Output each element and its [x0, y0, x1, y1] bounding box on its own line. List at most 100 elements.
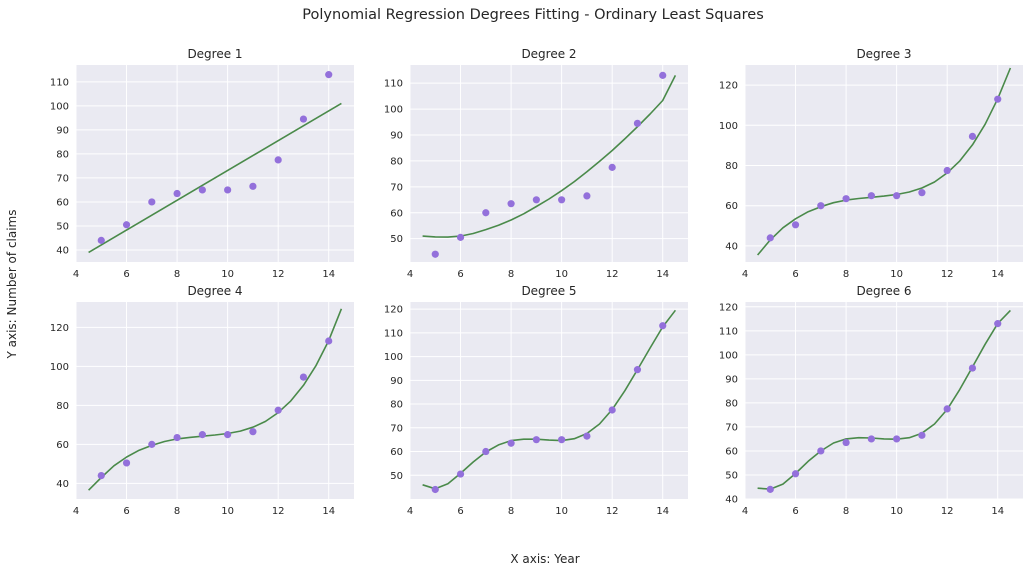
x-tick-label: 10 — [221, 506, 234, 517]
data-point — [867, 435, 875, 443]
y-tick-label: 50 — [390, 471, 403, 482]
data-point — [249, 182, 257, 190]
subplot-2: Degree 2 4 6 8 10 12 14 50 60 70 80 90 100 110 — [384, 47, 688, 280]
y-tick-label: 100 — [50, 101, 69, 112]
y-tick-label: 100 — [50, 362, 69, 373]
data-point — [791, 221, 800, 229]
x-tick-label: 8 — [508, 506, 514, 517]
x-tick-label: 6 — [792, 269, 798, 280]
fit-line — [757, 309, 1011, 490]
y-tick-label: 110 — [384, 328, 403, 339]
x-tick-label: 4 — [407, 506, 413, 517]
data-point — [968, 364, 977, 372]
subplot-5: Degree 5 4 6 8 10 12 14 50 60 70 80 90 100 110 120 — [384, 284, 688, 517]
y-tick-label: 80 — [725, 398, 738, 409]
data-point — [608, 406, 616, 414]
fit-line — [88, 308, 343, 491]
x-tick-label: 4 — [73, 269, 79, 280]
data-point — [608, 163, 616, 171]
subplot-6: Degree 6 4 6 8 10 12 14 40 50 60 70 80 90 100 110 120 — [719, 284, 1023, 517]
y-tick-label: 110 — [384, 79, 403, 90]
data-point — [893, 435, 901, 443]
x-tick-label: 6 — [123, 506, 129, 517]
fit-line — [88, 102, 342, 254]
x-axis-label: X axis: Year — [510, 552, 579, 566]
data-point — [507, 439, 515, 447]
data-point — [943, 405, 951, 413]
data-point — [659, 71, 667, 79]
y-tick-label: 40 — [56, 245, 69, 256]
data-point — [173, 433, 181, 442]
subplot-title: Degree 5 — [521, 284, 576, 298]
y-tick-label: 120 — [384, 305, 403, 316]
data-point — [482, 209, 490, 217]
data-point — [224, 431, 232, 439]
x-tick-label: 6 — [457, 269, 463, 280]
fit-line — [756, 67, 1012, 256]
data-point — [456, 233, 465, 241]
data-point — [148, 198, 156, 206]
y-tick-label: 120 — [719, 81, 738, 92]
data-point — [173, 189, 181, 198]
y-tick-label: 60 — [725, 446, 738, 457]
subplot-title: Degree 2 — [521, 47, 576, 61]
data-point — [97, 236, 105, 244]
fit-line — [422, 309, 677, 490]
subplots-grid: Degree 14 6 8 10 12 14405060708090100110Degre… — [50, 47, 1023, 517]
data-point — [918, 431, 926, 439]
data-point — [817, 447, 825, 455]
x-tick-label: 14 — [322, 269, 335, 280]
y-tick-label: 80 — [56, 149, 69, 160]
data-point — [224, 186, 232, 194]
data-point — [532, 196, 540, 204]
data-point — [456, 470, 465, 478]
y-tick-label: 40 — [725, 495, 738, 506]
x-tick-label: 8 — [174, 269, 180, 280]
x-tick-label: 10 — [555, 269, 568, 280]
data-point — [558, 196, 566, 204]
y-tick-label: 80 — [390, 400, 403, 411]
data-point — [507, 200, 515, 208]
y-tick-label: 60 — [725, 201, 738, 212]
subplot-title: Degree 6 — [856, 284, 911, 298]
y-tick-label: 60 — [390, 208, 403, 219]
plot-area — [76, 65, 354, 262]
y-axis-label: Y axis: Number of claims — [5, 209, 19, 359]
data-point — [968, 132, 977, 140]
x-tick-label: 12 — [941, 506, 954, 517]
data-point — [893, 192, 901, 200]
y-tick-label: 110 — [50, 77, 69, 88]
y-tick-label: 100 — [719, 350, 738, 361]
plot-area — [745, 65, 1023, 262]
data-point — [532, 436, 540, 444]
data-point — [274, 156, 282, 164]
subplot-title: Degree 4 — [187, 284, 242, 298]
plot-area — [410, 65, 688, 262]
data-point — [583, 432, 591, 440]
data-point — [659, 322, 667, 330]
x-tick-label: 10 — [890, 506, 903, 517]
data-point — [431, 250, 439, 258]
data-point — [633, 366, 642, 374]
data-point — [122, 459, 131, 467]
data-point — [766, 485, 774, 493]
y-tick-label: 70 — [390, 423, 403, 434]
plot-area — [76, 302, 354, 499]
y-tick-label: 90 — [390, 376, 403, 387]
x-tick-label: 8 — [508, 269, 514, 280]
y-tick-label: 80 — [56, 401, 69, 412]
x-tick-label: 10 — [555, 506, 568, 517]
data-point — [842, 195, 850, 203]
y-tick-label: 70 — [725, 422, 738, 433]
y-tick-label: 120 — [50, 323, 69, 334]
x-tick-label: 14 — [656, 269, 669, 280]
x-tick-label: 12 — [606, 506, 619, 517]
y-tick-label: 70 — [56, 173, 69, 184]
x-tick-label: 14 — [991, 269, 1004, 280]
y-tick-label: 50 — [56, 221, 69, 232]
data-point — [867, 192, 875, 200]
y-tick-label: 90 — [56, 125, 69, 136]
x-tick-label: 4 — [407, 269, 413, 280]
data-point — [325, 337, 333, 345]
